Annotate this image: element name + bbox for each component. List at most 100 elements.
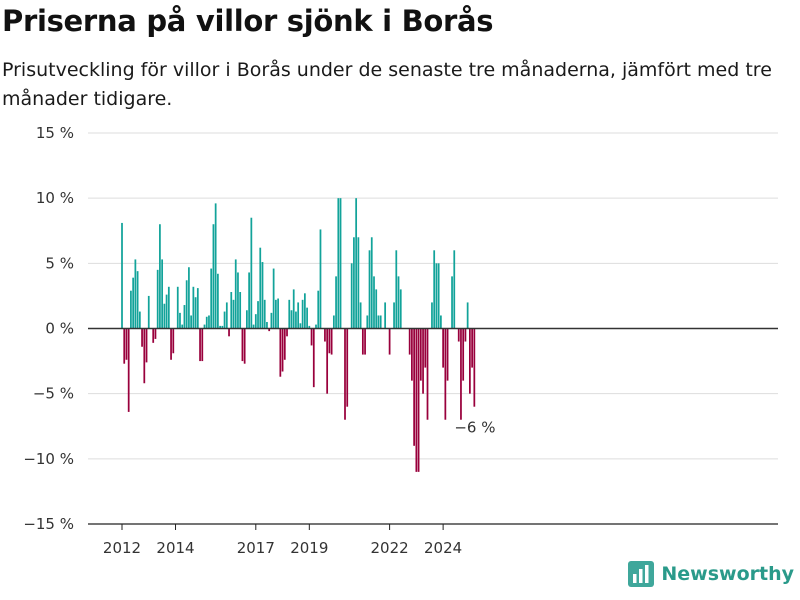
bar <box>223 311 226 329</box>
bar <box>250 217 253 329</box>
bar <box>337 198 340 329</box>
bar <box>203 324 206 329</box>
bar <box>239 292 242 329</box>
bar <box>134 259 137 329</box>
bar <box>355 198 358 329</box>
bar <box>125 328 128 360</box>
bar <box>277 298 279 329</box>
bar <box>263 299 266 329</box>
bar <box>257 301 259 329</box>
bar <box>268 328 271 332</box>
bar <box>237 272 239 329</box>
bar <box>234 259 237 329</box>
bar <box>422 328 424 394</box>
bar <box>308 325 311 329</box>
bar <box>368 250 371 329</box>
bar <box>344 328 346 420</box>
bar <box>248 272 250 329</box>
bar <box>366 315 369 329</box>
bar <box>375 289 378 329</box>
y-tick-label: 5 % <box>45 254 74 272</box>
y-tick-label: −15 % <box>23 515 74 533</box>
bar <box>437 263 440 329</box>
bar <box>444 328 447 420</box>
bar <box>319 229 322 329</box>
bar <box>199 328 201 362</box>
bar <box>138 311 141 329</box>
bar <box>145 328 148 363</box>
bar <box>241 328 244 362</box>
bar <box>346 328 349 407</box>
y-tick-label: 0 % <box>45 320 74 338</box>
bar <box>388 328 391 355</box>
bar <box>136 271 139 329</box>
x-tick-label: 2024 <box>424 539 462 557</box>
bar <box>453 250 456 329</box>
bar <box>152 328 155 343</box>
bar <box>426 328 429 420</box>
bar <box>299 323 302 329</box>
bar <box>123 328 126 364</box>
bar <box>370 237 373 329</box>
bar <box>408 328 411 355</box>
bar <box>462 328 465 381</box>
bar <box>179 312 181 329</box>
bar <box>246 310 248 329</box>
bar <box>181 324 184 329</box>
bar <box>310 328 313 346</box>
bar <box>159 224 161 329</box>
bar <box>183 305 186 329</box>
bar <box>440 315 442 329</box>
x-tick-label: 2012 <box>103 539 141 557</box>
bar <box>303 293 306 329</box>
bar <box>460 328 462 420</box>
bar <box>221 325 224 329</box>
bar <box>154 328 157 339</box>
bar <box>328 328 331 354</box>
bar <box>165 294 168 329</box>
y-tick-label: 15 % <box>36 124 74 142</box>
x-tick-label: 2022 <box>371 539 409 557</box>
bar <box>147 295 150 329</box>
bar <box>377 315 380 329</box>
bar <box>261 262 264 329</box>
bar <box>228 328 230 337</box>
bar <box>252 324 255 329</box>
chart-title: Priserna på villor sjönk i Borås <box>2 4 494 38</box>
x-tick-label: 2017 <box>237 539 275 557</box>
bar <box>283 328 286 360</box>
bar <box>384 302 387 329</box>
y-tick-label: −10 % <box>23 450 74 468</box>
bar <box>156 269 159 329</box>
bar <box>464 328 467 342</box>
bar <box>201 328 204 362</box>
bar <box>335 276 337 329</box>
bar <box>471 328 473 368</box>
bar <box>230 292 233 329</box>
chart-subtitle: Prisutveckling för villor i Borås under … <box>2 59 772 110</box>
bar <box>254 314 257 329</box>
bar <box>473 328 476 407</box>
bar <box>288 299 291 329</box>
bar <box>339 198 342 329</box>
bar <box>324 328 326 342</box>
bar <box>176 286 179 329</box>
bar <box>290 310 293 329</box>
bar <box>353 237 355 329</box>
bar <box>442 328 444 368</box>
bar <box>163 303 166 329</box>
bar <box>266 321 268 329</box>
bar <box>446 328 449 381</box>
bar <box>397 276 400 329</box>
bar <box>190 315 192 329</box>
brand-name: Newsworthy <box>661 563 794 585</box>
bar <box>167 286 170 329</box>
bar <box>194 297 197 329</box>
bar <box>127 328 130 412</box>
bar <box>435 263 438 329</box>
bar <box>411 328 413 381</box>
bar <box>192 286 195 329</box>
bar <box>208 315 210 329</box>
bar <box>451 276 453 329</box>
